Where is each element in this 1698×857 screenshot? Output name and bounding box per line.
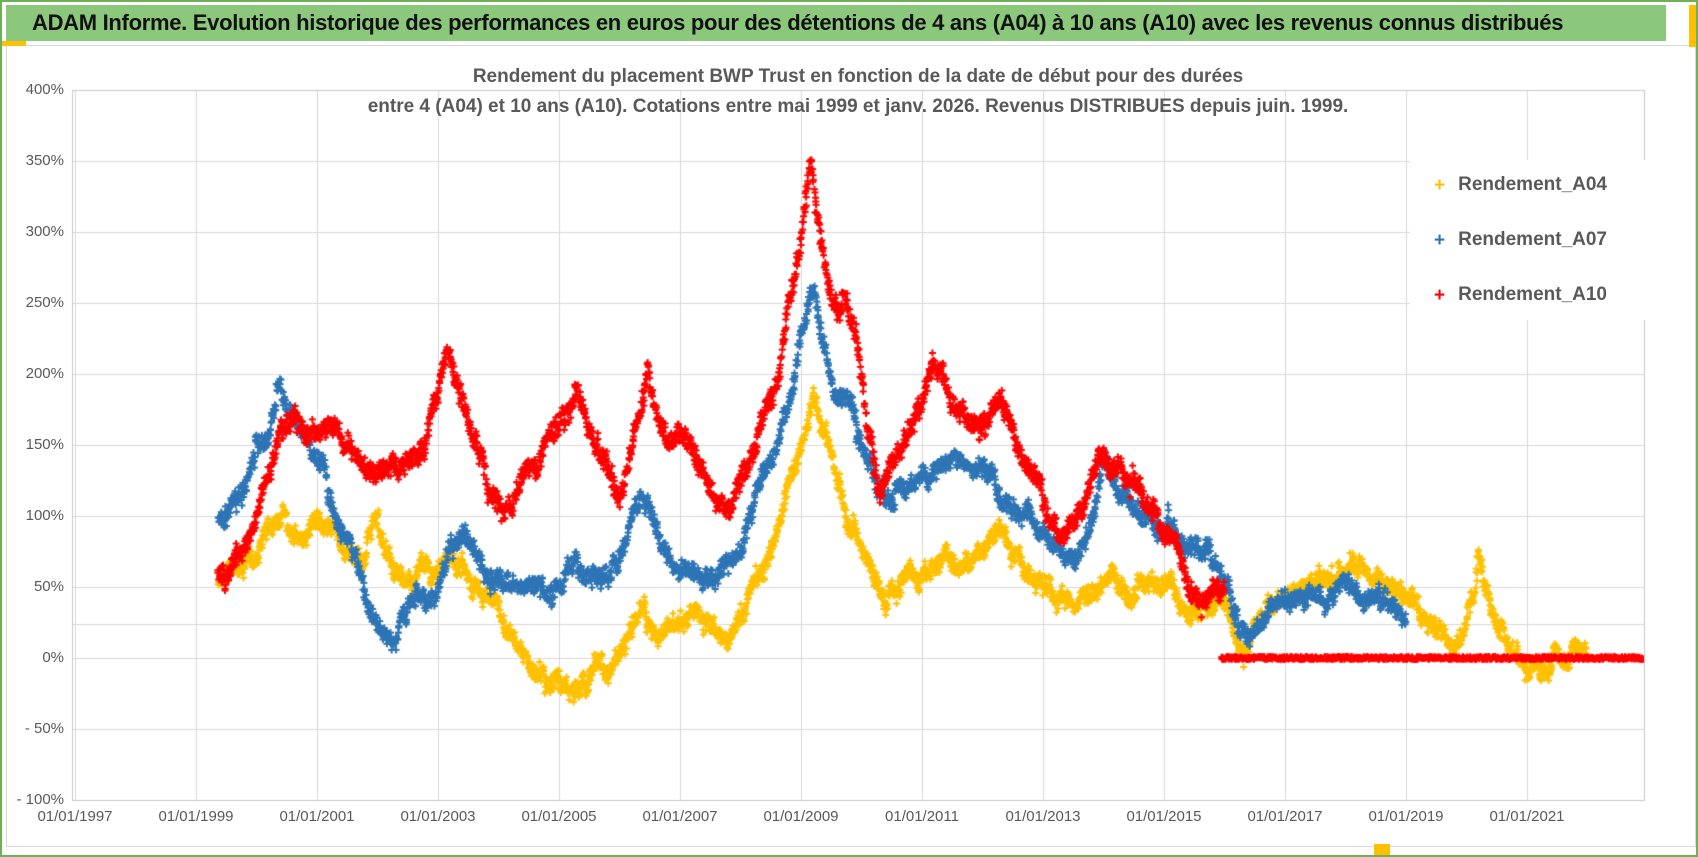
x-tick-label: 01/01/2021 xyxy=(1489,808,1565,825)
y-tick-label: 150% xyxy=(25,436,64,453)
x-tick-label: 01/01/1999 xyxy=(158,808,234,825)
x-tick-label: 01/01/2019 xyxy=(1368,808,1444,825)
x-tick-label: 01/01/2009 xyxy=(763,808,839,825)
legend-item-a07[interactable]: + Rendement_A07 xyxy=(1434,229,1668,251)
legend-label: Rendement_A07 xyxy=(1458,229,1607,250)
y-tick-label: 100% xyxy=(25,507,64,524)
x-tick-label: 01/01/2011 xyxy=(885,808,959,825)
x-tick-label: 01/01/2007 xyxy=(642,808,718,825)
selection-mark-left xyxy=(2,41,26,46)
plus-marker-icon: + xyxy=(1434,229,1446,251)
y-tick-label: 0% xyxy=(42,649,64,666)
legend[interactable]: + Rendement_A04 + Rendement_A07 + Rendement_A… xyxy=(1410,160,1668,320)
y-tick-label: - 100% xyxy=(16,791,64,808)
selection-mark-right xyxy=(1689,5,1696,47)
y-tick-label: 400% xyxy=(25,81,64,98)
y-tick-label: 200% xyxy=(25,365,64,382)
chart-title-line1: Rendement du placement BWP Trust en fonc… xyxy=(472,66,1244,87)
legend-item-a10[interactable]: + Rendement_A10 xyxy=(1434,284,1668,306)
y-tick-label: - 50% xyxy=(24,720,64,737)
legend-item-a04[interactable]: + Rendement_A04 xyxy=(1434,174,1668,196)
y-tick-label: 350% xyxy=(25,152,64,169)
x-tick-label: 01/01/2017 xyxy=(1247,808,1323,825)
x-tick-label: 01/01/2001 xyxy=(279,808,355,825)
selection-handle-bottom xyxy=(1374,844,1390,855)
y-tick-label: 250% xyxy=(25,294,64,311)
chart-title-line2: entre 4 (A04) et 10 ans (A10). Cotations… xyxy=(367,96,1349,117)
plus-marker-icon: + xyxy=(1434,174,1446,196)
x-tick-label: 01/01/1997 xyxy=(37,808,113,825)
chart-title: Rendement du placement BWP Trust en fonc… xyxy=(72,62,1644,122)
y-tick-label: 50% xyxy=(33,578,64,595)
x-tick-label: 01/01/2013 xyxy=(1005,808,1081,825)
x-tick-label: 01/01/2015 xyxy=(1126,808,1202,825)
x-tick-label: 01/01/2005 xyxy=(521,808,597,825)
y-tick-label: 300% xyxy=(25,223,64,240)
legend-label: Rendement_A04 xyxy=(1458,174,1607,195)
plus-marker-icon: + xyxy=(1434,284,1446,306)
x-tick-label: 01/01/2003 xyxy=(400,808,476,825)
legend-label: Rendement_A10 xyxy=(1458,284,1607,305)
